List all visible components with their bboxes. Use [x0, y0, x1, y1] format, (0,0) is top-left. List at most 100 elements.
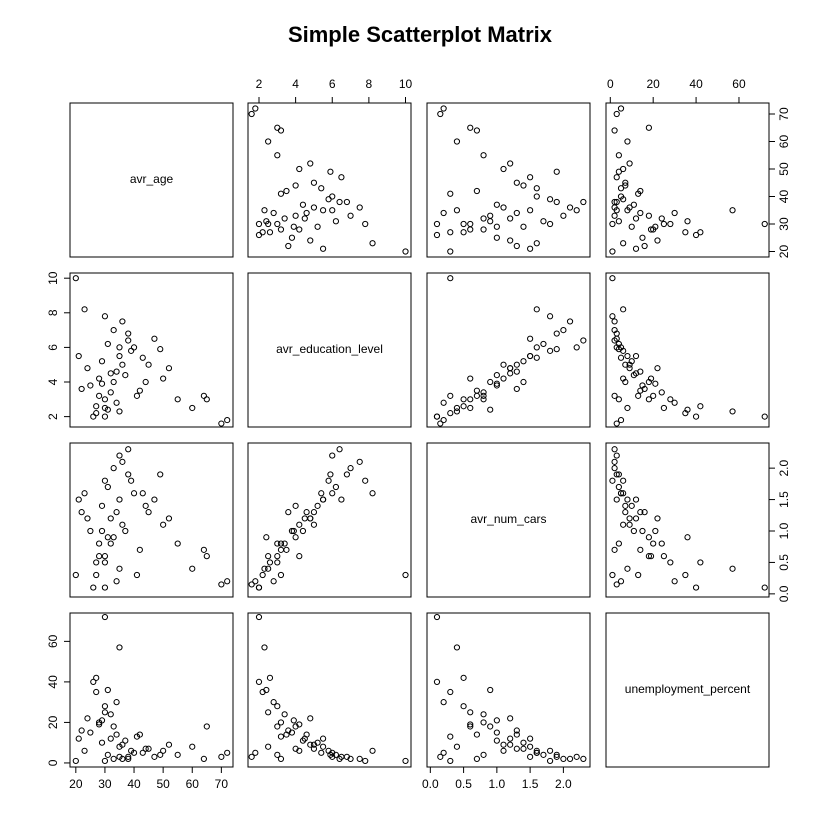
point — [255, 678, 263, 685]
point — [473, 127, 480, 134]
point — [274, 559, 281, 566]
point — [613, 496, 620, 503]
point — [128, 747, 135, 754]
y-tick-label: 30 — [777, 217, 791, 231]
point — [362, 220, 369, 228]
x-tick-label: 1.5 — [522, 777, 539, 791]
point — [116, 644, 123, 651]
point — [110, 534, 117, 541]
panel-frame — [426, 612, 591, 768]
point — [113, 699, 120, 706]
point — [338, 174, 345, 181]
point — [266, 559, 274, 566]
point — [658, 215, 665, 222]
point — [290, 527, 297, 535]
y-tick-label: 40 — [777, 190, 791, 204]
point — [255, 220, 263, 228]
point — [620, 521, 627, 528]
point — [615, 152, 622, 159]
point — [265, 138, 272, 145]
point — [635, 392, 642, 399]
point — [314, 223, 321, 230]
point — [447, 392, 454, 399]
point — [553, 168, 560, 175]
point — [626, 204, 633, 211]
point — [139, 490, 146, 497]
point — [174, 751, 181, 758]
point — [613, 110, 620, 118]
point — [96, 721, 103, 728]
point — [87, 527, 94, 535]
point — [632, 352, 640, 360]
point — [513, 179, 520, 186]
point — [560, 755, 567, 762]
point — [101, 396, 109, 403]
point — [274, 723, 281, 730]
point — [692, 584, 700, 591]
point — [617, 578, 625, 585]
point — [620, 490, 627, 497]
point — [122, 371, 129, 379]
point — [540, 218, 547, 225]
point — [255, 613, 263, 621]
point — [573, 207, 580, 214]
point — [248, 753, 255, 760]
point — [224, 749, 231, 756]
point — [261, 644, 268, 651]
point — [609, 571, 616, 579]
point — [336, 198, 343, 206]
point — [609, 248, 616, 255]
point — [507, 237, 514, 244]
point — [101, 313, 109, 320]
x-tick-label: 8 — [366, 77, 373, 91]
point — [110, 465, 117, 472]
point — [620, 196, 627, 203]
point — [440, 399, 447, 406]
point — [620, 240, 627, 247]
point — [546, 747, 554, 754]
point — [303, 731, 310, 738]
point — [580, 337, 587, 344]
point — [303, 509, 310, 516]
point — [473, 731, 480, 738]
point — [615, 540, 622, 547]
point — [189, 404, 196, 412]
point — [128, 347, 135, 354]
point — [277, 755, 285, 762]
point — [151, 335, 158, 342]
point — [500, 741, 507, 748]
point — [613, 471, 620, 478]
point — [611, 546, 618, 553]
point — [107, 711, 114, 718]
point — [310, 745, 318, 752]
point — [402, 757, 409, 765]
panel-frame — [426, 442, 591, 598]
point — [110, 327, 117, 334]
point — [329, 193, 336, 200]
point — [613, 207, 620, 214]
point — [307, 237, 314, 244]
point — [447, 757, 454, 765]
point — [252, 578, 259, 585]
x-tick-label: 30 — [98, 777, 112, 791]
point — [493, 729, 500, 736]
point — [81, 490, 88, 497]
point — [684, 534, 691, 541]
panel-frame — [247, 102, 412, 258]
point — [513, 385, 520, 393]
point — [160, 747, 167, 754]
point — [440, 699, 447, 706]
point — [635, 571, 642, 579]
point — [682, 229, 689, 236]
point — [692, 413, 700, 420]
point — [628, 502, 635, 509]
point — [218, 420, 225, 427]
x-tick-label: 70 — [215, 777, 229, 791]
point — [296, 226, 303, 233]
point — [101, 613, 109, 621]
point — [110, 378, 117, 386]
point — [277, 226, 285, 233]
point — [142, 502, 149, 509]
point — [533, 354, 540, 361]
point — [296, 553, 303, 560]
